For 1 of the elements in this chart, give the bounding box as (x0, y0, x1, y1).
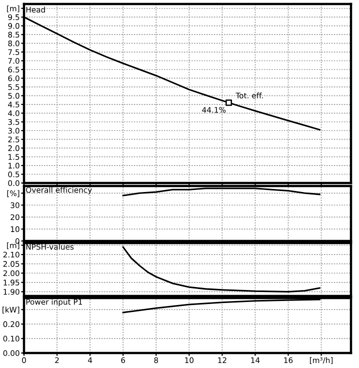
line-series (122, 246, 320, 292)
